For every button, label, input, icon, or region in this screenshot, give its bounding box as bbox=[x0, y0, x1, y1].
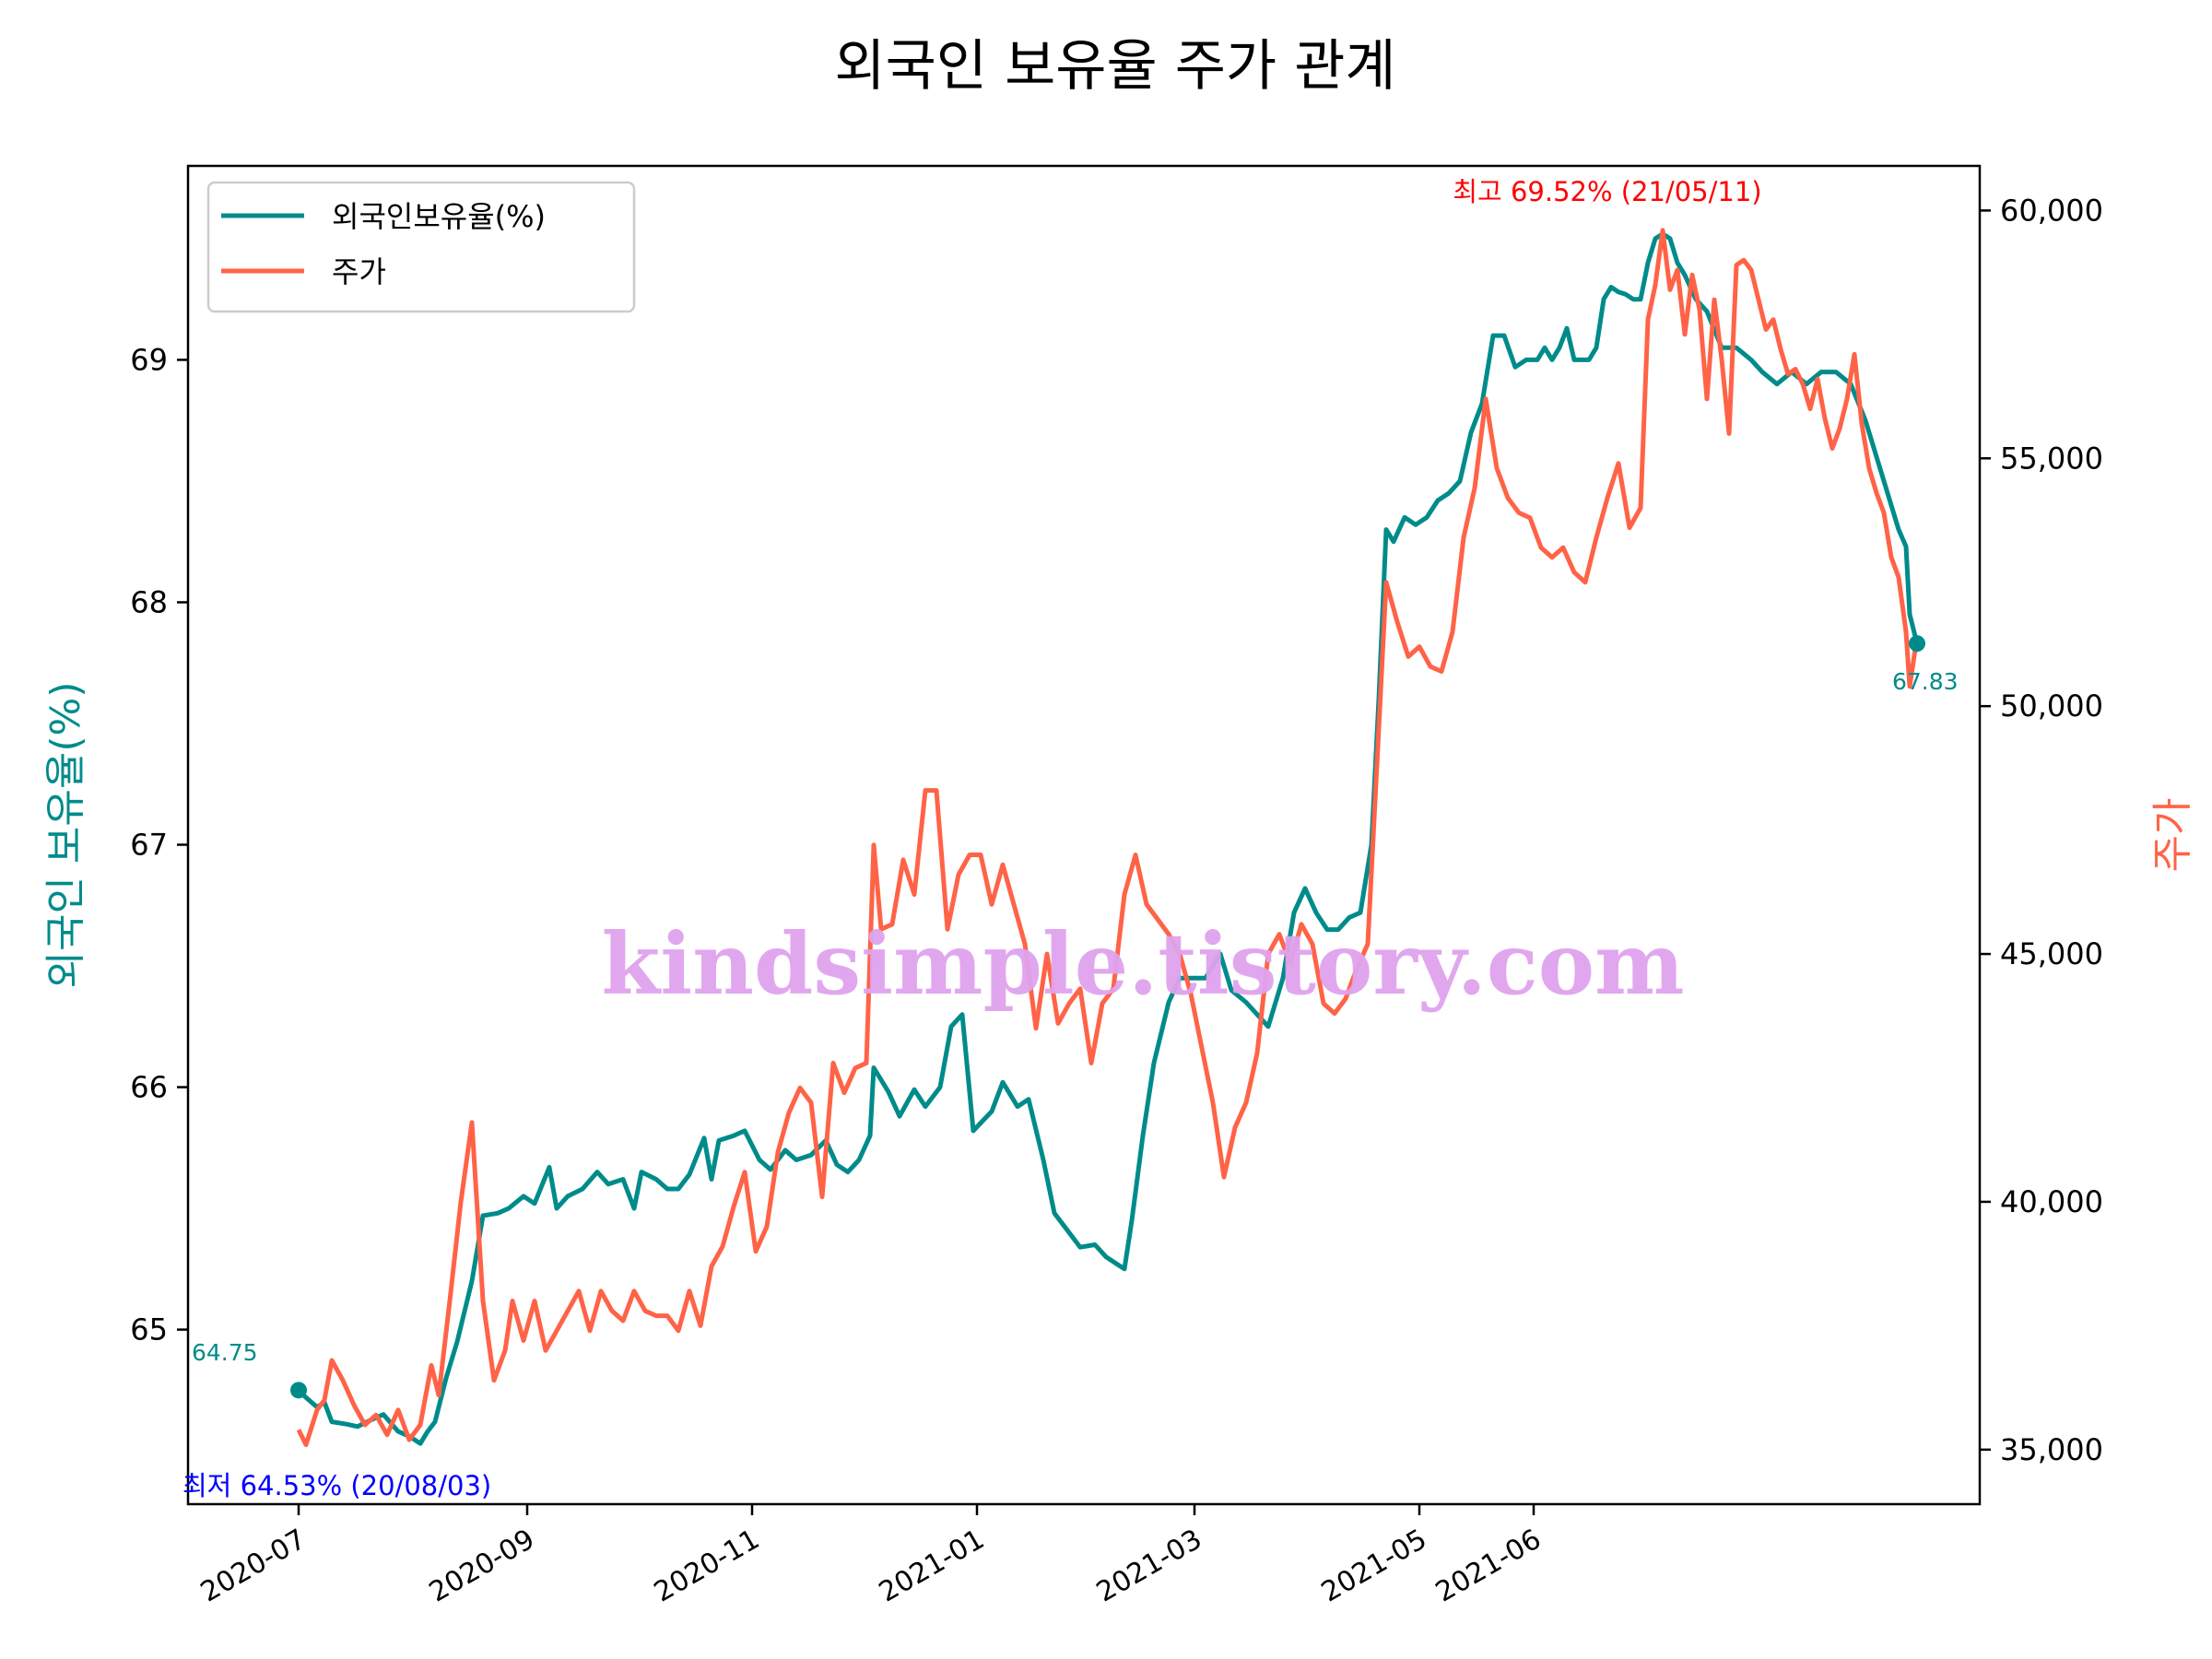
chart-title: 외국인 보유율 주가 관계 bbox=[834, 34, 1395, 99]
x-tick-label: 2020-11 bbox=[649, 1524, 765, 1609]
watermark: kindsimple.tistory.com bbox=[601, 914, 1684, 1014]
start-point-marker bbox=[290, 1382, 307, 1399]
right-tick-label: 50,000 bbox=[2000, 688, 2103, 724]
x-tick-label: 2021-06 bbox=[1430, 1524, 1547, 1609]
min-annotation: 최저 64.53% (20/08/03) bbox=[182, 1470, 491, 1501]
right-y-axis: 35,000 40,000 45,000 50,000 55,000 60,000 bbox=[1980, 193, 2103, 1467]
end-value-label: 67.83 bbox=[1892, 668, 1959, 695]
legend[interactable]: 외국인보유율(%) 주가 bbox=[206, 181, 636, 313]
left-y-axis-label: 외국인 보유율(%) bbox=[42, 681, 89, 988]
left-tick-label: 69 bbox=[130, 342, 168, 377]
x-tick-label: 2020-09 bbox=[424, 1524, 540, 1609]
series-layer bbox=[290, 228, 1925, 1447]
max-annotation: 최고 69.52% (21/05/11) bbox=[1453, 176, 1761, 207]
x-tick-label: 2021-05 bbox=[1316, 1524, 1432, 1609]
holding-ratio-line bbox=[297, 231, 1920, 1446]
right-tick-label: 45,000 bbox=[2000, 936, 2103, 971]
right-tick-label: 40,000 bbox=[2000, 1184, 2103, 1219]
end-point-marker bbox=[1909, 635, 1925, 653]
right-tick-label: 55,000 bbox=[2000, 441, 2103, 476]
legend-label-price: 주가 bbox=[332, 254, 386, 289]
left-tick-label: 67 bbox=[130, 828, 168, 863]
start-value-label: 64.75 bbox=[192, 1339, 258, 1366]
x-axis: 2020-07 2020-09 2020-11 2021-01 2021-03 2021-… bbox=[195, 1504, 1547, 1609]
right-tick-label: 35,000 bbox=[2000, 1432, 2103, 1467]
legend-label-holding: 외국인보유율(%) bbox=[332, 199, 546, 234]
left-tick-label: 65 bbox=[130, 1312, 168, 1347]
left-y-axis: 65 66 67 68 69 bbox=[130, 342, 188, 1347]
stock-price-line bbox=[296, 228, 1920, 1447]
legend-box bbox=[206, 181, 636, 313]
right-tick-label: 60,000 bbox=[2000, 193, 2103, 228]
right-y-axis-label: 주가 bbox=[2149, 798, 2196, 873]
x-tick-label: 2020-07 bbox=[195, 1524, 312, 1609]
plot-area bbox=[186, 164, 1982, 1506]
x-tick-label: 2021-01 bbox=[874, 1524, 990, 1609]
left-tick-label: 68 bbox=[130, 584, 168, 619]
left-tick-label: 66 bbox=[130, 1070, 168, 1105]
x-tick-label: 2021-03 bbox=[1091, 1524, 1207, 1609]
